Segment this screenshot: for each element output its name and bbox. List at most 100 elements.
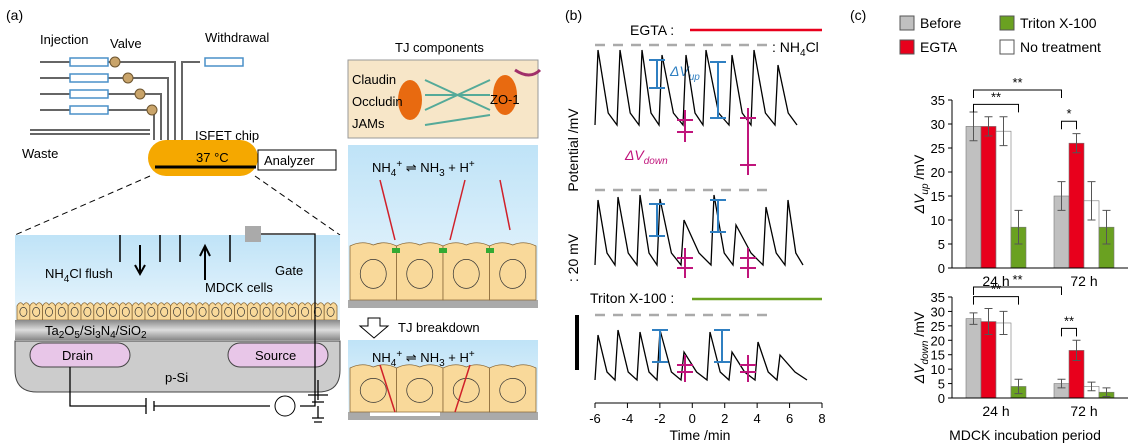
panel-a: (a) Injection Valve Withdrawal Waste ISF… bbox=[6, 7, 540, 422]
t: NH bbox=[372, 160, 391, 175]
cell bbox=[145, 303, 158, 320]
y-tick-label: 5 bbox=[938, 237, 945, 252]
cell bbox=[235, 303, 248, 320]
significance: ** bbox=[991, 282, 1001, 297]
t: 2 bbox=[141, 330, 147, 341]
cell bbox=[273, 303, 286, 320]
significance: ** bbox=[991, 89, 1001, 104]
panel-label: (c) bbox=[850, 7, 866, 23]
y-tick-label: 35 bbox=[931, 290, 945, 305]
trace bbox=[595, 195, 803, 265]
x-tick-label: 2 bbox=[721, 411, 728, 426]
legend-swatch bbox=[1000, 40, 1014, 54]
x-tick-label: 72 h bbox=[1070, 403, 1097, 419]
label: Gate bbox=[275, 263, 303, 278]
label: TJ breakdown bbox=[398, 320, 480, 335]
gap bbox=[370, 412, 440, 416]
t: + bbox=[469, 349, 475, 360]
significance-bracket bbox=[974, 297, 1019, 305]
t: ⇌ NH bbox=[402, 350, 439, 365]
zoom-lines bbox=[15, 176, 340, 235]
significance-bracket bbox=[1062, 121, 1077, 129]
significance-bracket bbox=[974, 104, 1019, 112]
y-tick-label: 20 bbox=[931, 165, 945, 180]
t: ⇌ NH bbox=[402, 160, 439, 175]
cell bbox=[350, 243, 397, 300]
t: Ta bbox=[45, 323, 60, 338]
panel-label: (a) bbox=[6, 7, 23, 23]
trace bbox=[595, 330, 807, 380]
cell bbox=[324, 303, 337, 320]
t: : NH bbox=[772, 39, 800, 55]
legend-label: EGTA bbox=[920, 39, 958, 55]
cell bbox=[490, 365, 537, 412]
cell bbox=[443, 243, 490, 300]
label: Drain bbox=[62, 348, 93, 363]
legend-swatch bbox=[900, 16, 914, 30]
label: TJ components bbox=[395, 40, 484, 55]
legend-label: Before bbox=[920, 15, 961, 31]
significance-bracket bbox=[1062, 328, 1077, 336]
cell bbox=[286, 303, 299, 320]
label: Waste bbox=[22, 146, 58, 161]
label: MDCK cells bbox=[205, 280, 273, 295]
y-tick-label: 30 bbox=[931, 304, 945, 319]
x-tick-label: 4 bbox=[754, 411, 761, 426]
cell bbox=[490, 243, 537, 300]
y-axis-label-part: /mV bbox=[911, 154, 927, 183]
label: ISFET chip bbox=[195, 128, 259, 143]
arrow bbox=[360, 318, 388, 338]
cell bbox=[68, 303, 81, 320]
t: + H bbox=[445, 350, 469, 365]
label: Triton X-100 : bbox=[590, 290, 674, 306]
cell bbox=[247, 303, 260, 320]
t: Cl bbox=[806, 39, 819, 55]
label: ZO-1 bbox=[490, 92, 520, 107]
junction bbox=[392, 248, 400, 253]
y-tick-label: 15 bbox=[931, 348, 945, 363]
t: + H bbox=[445, 160, 469, 175]
valves bbox=[110, 57, 157, 115]
label: Valve bbox=[110, 36, 142, 51]
significance: ** bbox=[1012, 75, 1022, 90]
cell bbox=[119, 303, 132, 320]
cell bbox=[196, 303, 209, 320]
cells bbox=[17, 303, 337, 320]
t: Cl flush bbox=[69, 266, 112, 281]
y-axis-label-part: ΔV bbox=[911, 363, 927, 384]
label: 37 °C bbox=[196, 150, 229, 165]
dv-down-marker bbox=[677, 110, 693, 142]
legend-label: Triton X-100 bbox=[1020, 15, 1097, 31]
y-axis-label-part: /mV bbox=[911, 311, 927, 340]
y-tick-label: 30 bbox=[931, 117, 945, 132]
tubing bbox=[30, 62, 200, 140]
legend-label: No treatment bbox=[1020, 39, 1101, 55]
y-axis-label-part: ΔV bbox=[911, 193, 927, 214]
bar bbox=[996, 131, 1011, 268]
significance: * bbox=[1066, 106, 1071, 121]
cell bbox=[107, 303, 120, 320]
y-axis-label: ΔVdown /mV bbox=[911, 311, 931, 384]
legend-swatch bbox=[1000, 16, 1014, 30]
x-axis-label: MDCK incubation period bbox=[949, 427, 1101, 443]
t: NH bbox=[45, 266, 64, 281]
label: ΔVdown bbox=[624, 147, 668, 167]
y-tick-label: 10 bbox=[931, 362, 945, 377]
junction bbox=[486, 248, 494, 253]
y-tick-label: 25 bbox=[931, 319, 945, 334]
cell bbox=[17, 303, 30, 320]
t: ΔV bbox=[624, 147, 645, 163]
y-tick-label: 35 bbox=[931, 93, 945, 108]
label: Claudin bbox=[352, 72, 396, 87]
gate-electrode bbox=[245, 226, 261, 242]
bar bbox=[1069, 143, 1084, 268]
cell bbox=[299, 303, 312, 320]
cell bbox=[30, 303, 43, 320]
dv-up-marker bbox=[652, 330, 668, 362]
substrate bbox=[348, 300, 538, 308]
dv-down-marker bbox=[740, 108, 756, 175]
y-axis-label-part: down bbox=[920, 340, 931, 364]
label: Withdrawal bbox=[205, 30, 269, 45]
label: EGTA : bbox=[630, 22, 674, 38]
x-tick-label: 6 bbox=[786, 411, 793, 426]
